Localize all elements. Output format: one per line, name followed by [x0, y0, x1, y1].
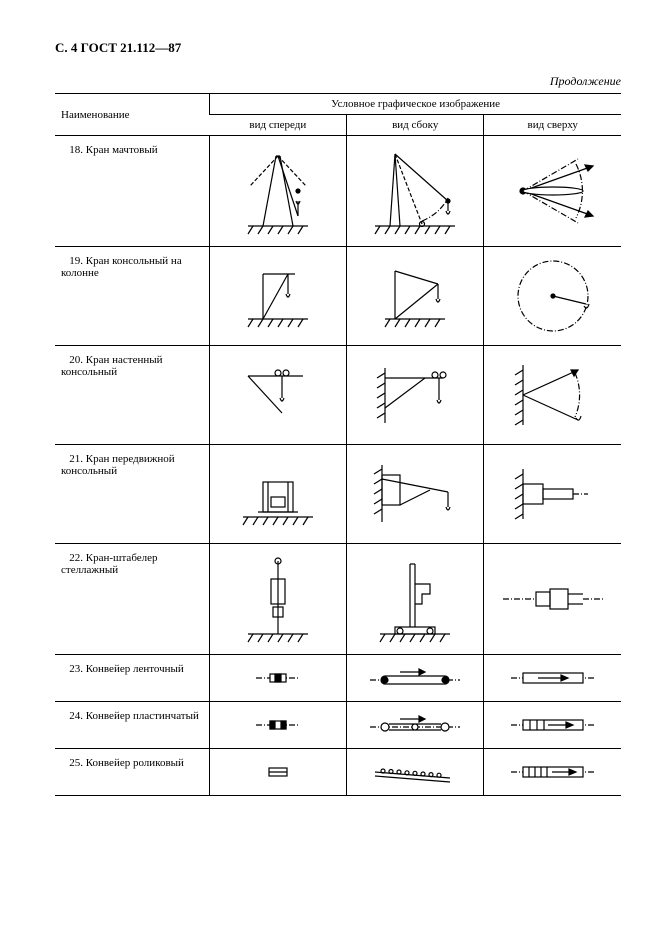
page-label: С. 4 ГОСТ 21.112—87 [55, 40, 621, 56]
diagram-cell [346, 346, 484, 445]
symbols-table: Наименование Условное графическое изобра… [55, 93, 621, 796]
page: С. 4 ГОСТ 21.112—87 Продолжение Наименов… [0, 0, 661, 816]
mobile-crane-side-icon [360, 457, 470, 532]
diagram-cell [346, 247, 484, 346]
diagram-cell [210, 702, 347, 749]
col-side: вид сбоку [346, 115, 484, 136]
diagram-cell [210, 655, 347, 702]
mobile-crane-top-icon [503, 459, 603, 529]
mast-crane-side-icon [360, 146, 470, 236]
row-name: 20. Кран настенный консольный [55, 346, 210, 445]
diagram-cell [210, 136, 347, 247]
col-name: Наименование [55, 94, 210, 136]
row-name: 23. Конвейер ленточ­ный [55, 655, 210, 702]
wall-crane-top-icon [503, 355, 603, 435]
mobile-crane-front-icon [228, 457, 328, 532]
wall-crane-side-icon [365, 358, 465, 433]
diagram-cell [346, 445, 484, 544]
row-name: 25. Конвейер ролико­вый [55, 749, 210, 796]
row-name: 18. Кран мачтовый [55, 136, 210, 247]
stacker-side-icon [365, 549, 465, 649]
col-top: вид сверху [484, 115, 621, 136]
diagram-cell [484, 445, 621, 544]
column-crane-front-icon [233, 259, 323, 334]
diagram-cell [346, 655, 484, 702]
mast-crane-top-icon [498, 151, 608, 231]
diagram-cell [484, 749, 621, 796]
diagram-cell [210, 346, 347, 445]
roller-conveyor-front-icon [253, 762, 303, 782]
diagram-cell [210, 247, 347, 346]
col-front: вид спереди [210, 115, 347, 136]
diagram-cell [484, 346, 621, 445]
diagram-cell [484, 247, 621, 346]
stacker-top-icon [498, 574, 608, 624]
diagram-cell [346, 702, 484, 749]
column-crane-side-icon [370, 259, 460, 334]
belt-conveyor-front-icon [248, 666, 308, 691]
diagram-cell [210, 749, 347, 796]
diagram-cell [484, 136, 621, 247]
roller-conveyor-top-icon [508, 760, 598, 785]
diagram-cell [210, 445, 347, 544]
plate-conveyor-side-icon [365, 713, 465, 738]
plate-conveyor-front-icon [248, 713, 308, 738]
diagram-cell [484, 544, 621, 655]
row-name: 24. Конвейер пластин­чатый [55, 702, 210, 749]
roller-conveyor-side-icon [365, 760, 465, 785]
continuation-label: Продолжение [55, 74, 621, 89]
row-name: 22. Кран-штабелер стеллажный [55, 544, 210, 655]
diagram-cell [210, 544, 347, 655]
col-group: Условное графическое изображение [210, 94, 621, 115]
column-crane-top-icon [503, 256, 603, 336]
belt-conveyor-side-icon [365, 666, 465, 691]
diagram-cell [484, 702, 621, 749]
diagram-cell [484, 655, 621, 702]
diagram-cell [346, 136, 484, 247]
diagram-cell [346, 544, 484, 655]
diagram-cell [346, 749, 484, 796]
belt-conveyor-top-icon [508, 666, 598, 691]
row-name: 19. Кран консольный на колонне [55, 247, 210, 346]
row-name: 21. Кран передвижной консольный [55, 445, 210, 544]
mast-crane-front-icon [228, 146, 328, 236]
stacker-front-icon [233, 549, 323, 649]
plate-conveyor-top-icon [508, 713, 598, 738]
wall-crane-front-icon [228, 358, 328, 433]
